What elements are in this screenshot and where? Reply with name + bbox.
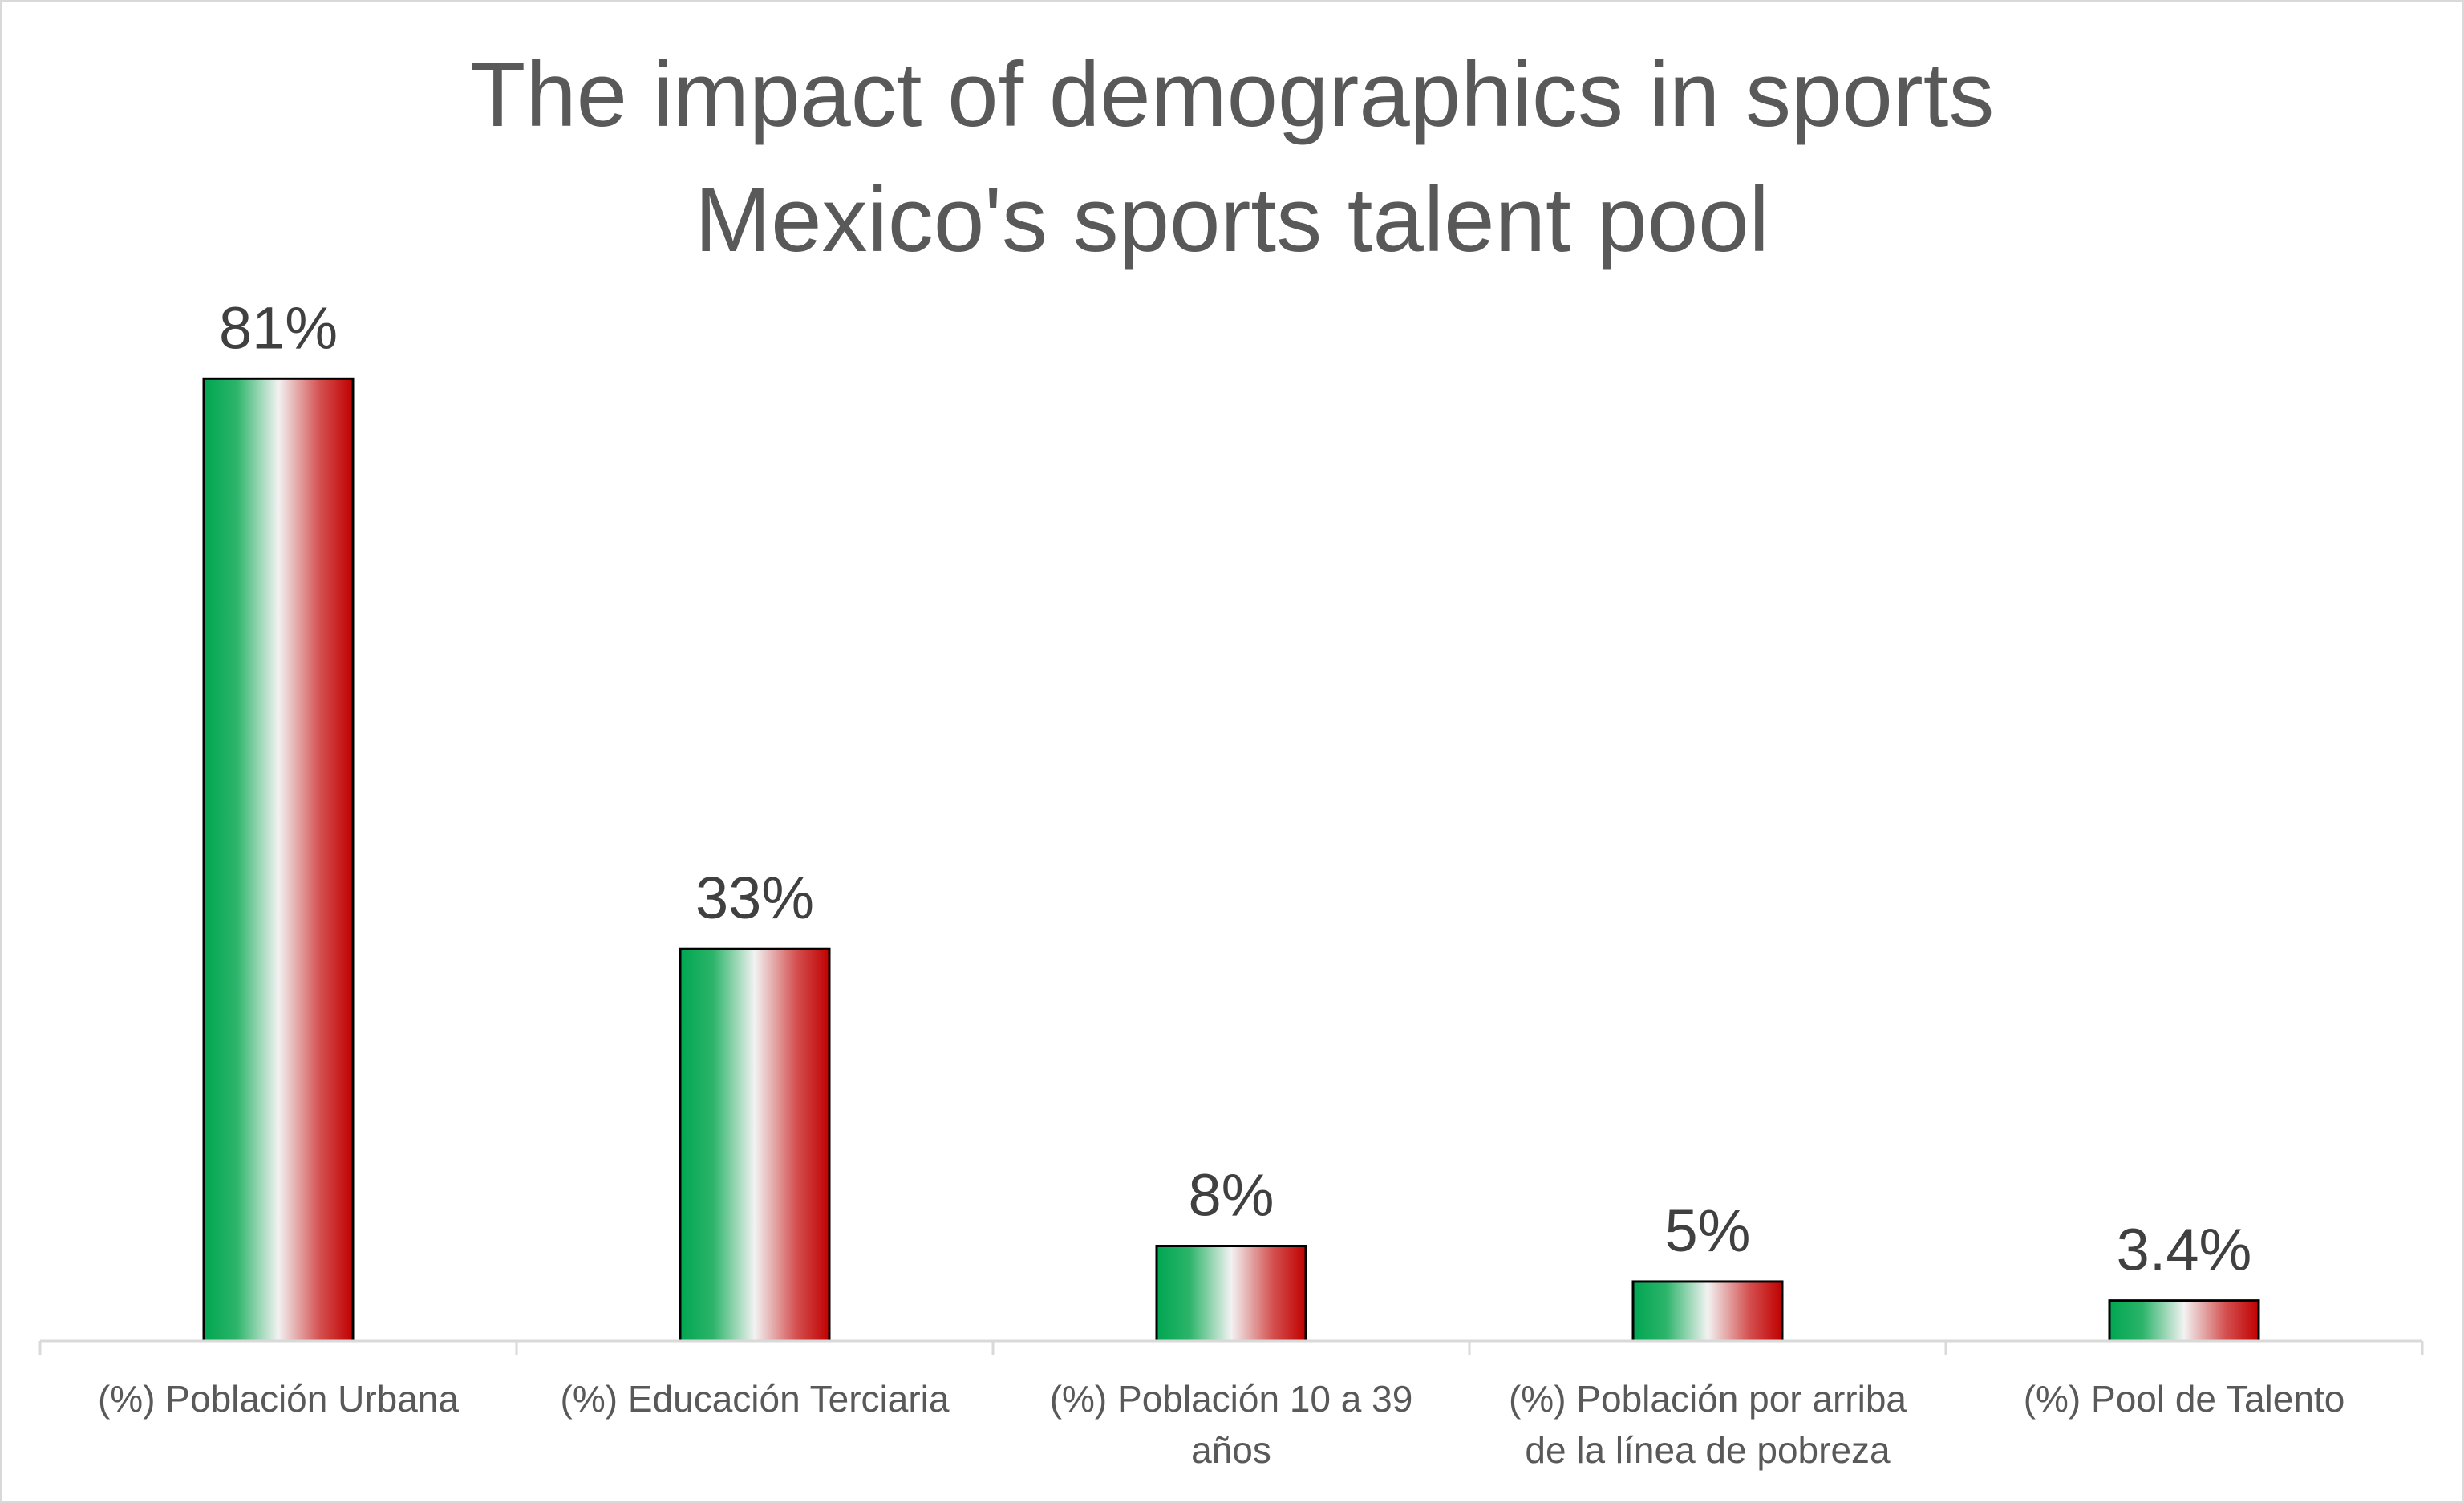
bar-5 — [2108, 1299, 2260, 1343]
data-label-4: 5% — [1665, 1197, 1751, 1264]
bar-2 — [679, 947, 831, 1343]
category-label-4-line-2: de la línea de pobreza — [1525, 1429, 1891, 1471]
category-label-3-line-2: años — [1191, 1429, 1271, 1471]
data-label-3: 8% — [1189, 1162, 1275, 1229]
bar-3 — [1155, 1245, 1307, 1343]
category-label-5: (%) Pool de Talento — [2024, 1378, 2345, 1420]
bar-4 — [1631, 1280, 1784, 1343]
data-label-1: 81% — [219, 294, 338, 361]
chart-title-line-2: Mexico's sports talent pool — [695, 169, 1769, 271]
category-label-2: (%) Educación Terciaria — [561, 1378, 950, 1420]
chart-title-line-1: The impact of demographics in sports — [469, 44, 1995, 146]
data-label-5: 3.4% — [2117, 1217, 2252, 1283]
data-label-2: 33% — [695, 865, 814, 931]
category-label-1: (%) Población Urbana — [98, 1378, 459, 1420]
bar-1 — [202, 377, 355, 1343]
category-label-3-line-1: (%) Población 10 a 39 — [1050, 1378, 1413, 1420]
category-label-4-line-1: (%) Población por arriba — [1509, 1378, 1907, 1420]
